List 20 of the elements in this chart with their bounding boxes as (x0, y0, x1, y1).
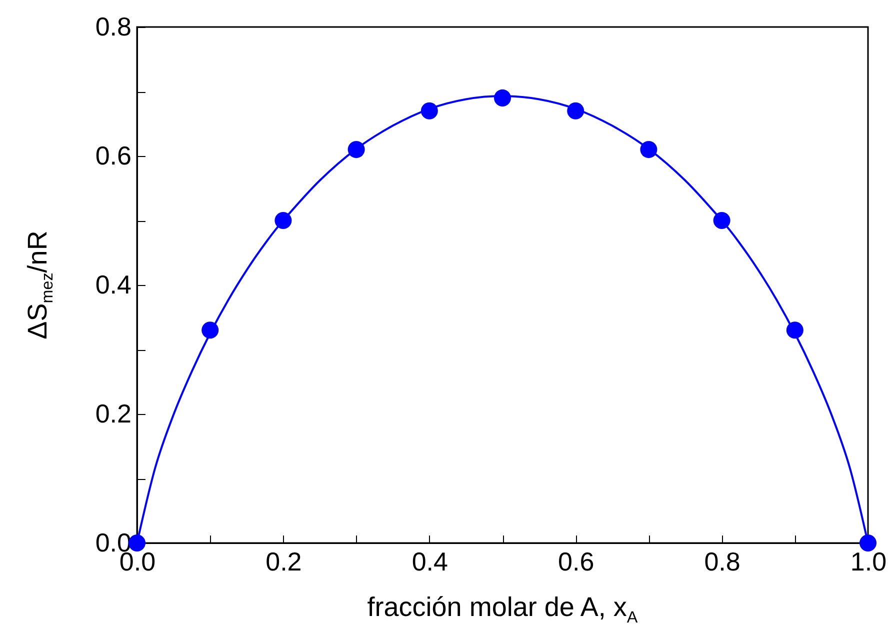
point (567, 102, 584, 120)
point (274, 212, 292, 229)
point (494, 89, 512, 106)
x-tick-label: 0.6 (558, 546, 594, 576)
point (640, 141, 658, 158)
point (859, 534, 877, 552)
point (420, 102, 438, 120)
point (202, 322, 219, 339)
x-tick-label: 0.8 (704, 546, 740, 576)
y-tick-label: 0.8 (95, 12, 132, 42)
y-tick-label: 0.6 (95, 140, 132, 170)
point (348, 141, 365, 158)
x-axis-title: fracción molar de A, x$_{A}$ (366, 592, 639, 628)
y-tick-label: 0.2 (95, 398, 132, 428)
point (713, 212, 730, 229)
x-tick-label: 1.0 (850, 546, 887, 576)
point (786, 322, 804, 339)
y-tick-label: 0.4 (95, 270, 132, 300)
x-tick-label: 0.4 (412, 546, 448, 576)
x-tick-label: 0.2 (266, 546, 302, 576)
